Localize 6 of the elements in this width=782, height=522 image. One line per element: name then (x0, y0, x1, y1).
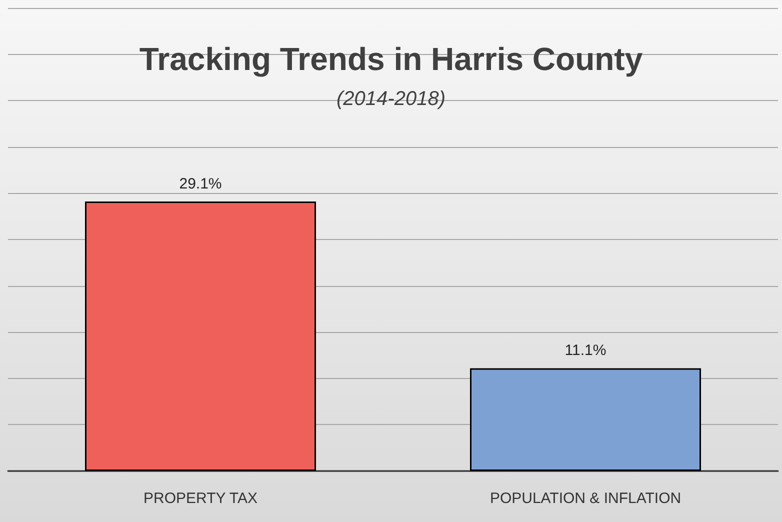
text: Tracking Trends in Harris County (139, 41, 643, 77)
data-label: 11.1% (564, 342, 606, 360)
data-label: 29.1% (179, 176, 222, 193)
x-tick-label: PROPERTY TAX (144, 490, 258, 507)
text: (2014-2018) (336, 88, 446, 110)
x-tick-label: POPULATION & INFLATION (490, 490, 682, 507)
